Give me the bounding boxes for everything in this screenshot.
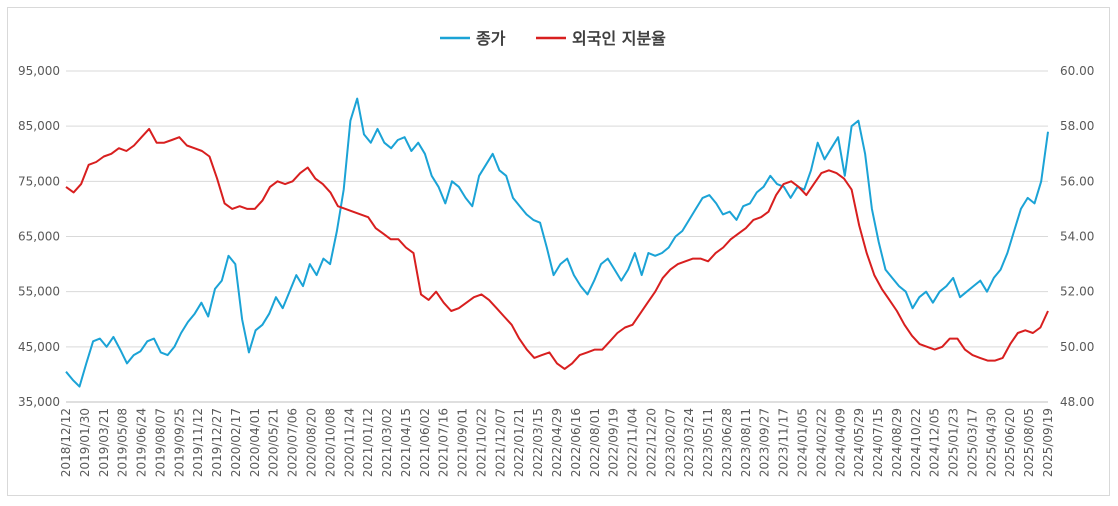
legend-label: 외국인 지분율: [572, 29, 666, 48]
x-tick-label: 2021/07/16: [437, 408, 451, 477]
x-tick-label: 2020/11/24: [342, 408, 356, 477]
x-tick-label: 2022/06/16: [569, 408, 583, 477]
y-left-tick-label: 95,000: [18, 64, 60, 78]
y-left-tick-label: 45,000: [18, 340, 60, 354]
x-tick-label: 2025/09/19: [1041, 408, 1055, 477]
x-tick-label: 2021/06/02: [418, 408, 432, 477]
y-right-tick-label: 56.00: [1060, 174, 1094, 188]
x-tick-label: 2020/10/08: [323, 408, 337, 477]
x-tick-label: 2024/07/15: [871, 408, 885, 477]
x-tick-label: 2021/10/22: [474, 408, 488, 477]
x-tick-label: 2021/04/15: [399, 408, 413, 477]
x-tick-label: 2022/08/01: [588, 408, 602, 477]
series-line-1: [65, 127, 1049, 370]
y-right-tick-label: 60.00: [1060, 64, 1094, 78]
x-tick-label: 2019/09/25: [172, 408, 186, 477]
x-tick-label: 2019/08/07: [153, 408, 167, 477]
x-tick-label: 2020/07/06: [286, 408, 300, 477]
x-tick-label: 2020/04/01: [248, 408, 262, 477]
x-tick-label: 2022/11/04: [626, 408, 640, 477]
x-tick-label: 2022/12/20: [644, 408, 658, 477]
x-axis: 2018/12/12 2019/01/30 2019/03/21 2019/05/08…: [59, 401, 1055, 477]
x-tick-label: 2025/01/23: [947, 408, 961, 477]
chart-frame: 종가 외국인 지분율 35,000 45,000 55,000 65,000 75,000…: [7, 7, 1110, 496]
x-tick-label: 2025/08/05: [1022, 408, 1036, 477]
x-tick-label: 2021/12/07: [493, 408, 507, 477]
x-tick-label: 2025/04/30: [984, 408, 998, 477]
x-tick-label: 2019/03/21: [97, 408, 111, 477]
legend: 종가 외국인 지분율: [440, 29, 666, 48]
x-tick-label: 2019/01/30: [78, 408, 92, 477]
x-tick-label: 2020/02/17: [229, 408, 243, 477]
x-tick-label: 2022/03/15: [531, 408, 545, 477]
x-tick-label: 2019/05/08: [116, 408, 130, 477]
y-axis-right: 48.00 50.00 52.00 54.00 56.00 58.00 60.00: [1060, 64, 1094, 409]
x-tick-label: 2025/06/20: [1003, 408, 1017, 477]
x-tick-label: 2020/05/21: [267, 408, 281, 477]
x-tick-label: 2024/10/22: [909, 408, 923, 477]
x-tick-label: 2023/09/27: [758, 408, 772, 477]
x-tick-label: 2021/01/12: [361, 408, 375, 477]
y-right-tick-label: 50.00: [1060, 340, 1094, 354]
x-tick-label: 2024/08/29: [890, 408, 904, 477]
x-tick-label: 2021/03/02: [380, 408, 394, 477]
x-tick-label: 2024/04/09: [833, 408, 847, 477]
y-left-tick-label: 75,000: [18, 174, 60, 188]
y-left-tick-label: 55,000: [18, 285, 60, 299]
x-tick-label: 2022/09/19: [607, 408, 621, 477]
x-tick-label: 2023/02/07: [663, 408, 677, 477]
x-tick-label: 2024/05/29: [852, 408, 866, 477]
y-right-tick-label: 54.00: [1060, 230, 1094, 244]
x-tick-label: 2020/08/20: [305, 408, 319, 477]
x-tick-label: 2025/03/17: [965, 408, 979, 477]
series-line-0: [65, 97, 1049, 388]
y-right-tick-label: 48.00: [1060, 395, 1094, 409]
y-right-tick-label: 58.00: [1060, 119, 1094, 133]
x-tick-label: 2023/03/24: [682, 408, 696, 477]
x-tick-label: 2024/01/05: [796, 408, 810, 477]
x-tick-label: 2021/09/01: [456, 408, 470, 477]
x-tick-label: 2018/12/12: [59, 408, 73, 477]
y-left-tick-label: 85,000: [18, 119, 60, 133]
y-left-tick-label: 65,000: [18, 230, 60, 244]
x-tick-label: 2019/11/12: [191, 408, 205, 477]
line-chart: 종가 외국인 지분율 35,000 45,000 55,000 65,000 75,000…: [18, 29, 1094, 477]
y-left-tick-label: 35,000: [18, 395, 60, 409]
x-tick-label: 2022/04/29: [550, 408, 564, 477]
series-lines: [65, 97, 1049, 388]
x-tick-label: 2023/11/17: [777, 408, 791, 477]
y-axis-left: 35,000 45,000 55,000 65,000 75,000 85,000 95,0…: [18, 64, 60, 409]
legend-label: 종가: [476, 29, 506, 48]
x-tick-label: 2019/12/27: [210, 408, 224, 477]
x-tick-label: 2023/05/11: [701, 408, 715, 477]
x-tick-label: 2024/02/22: [814, 408, 828, 477]
x-tick-label: 2024/12/05: [928, 408, 942, 477]
x-tick-label: 2022/01/21: [512, 408, 526, 477]
x-tick-label: 2023/06/28: [720, 408, 734, 477]
x-tick-label: 2023/08/11: [739, 408, 753, 477]
gridlines: [66, 70, 1048, 403]
y-right-tick-label: 52.00: [1060, 285, 1094, 299]
x-tick-label: 2019/06/24: [135, 408, 149, 477]
